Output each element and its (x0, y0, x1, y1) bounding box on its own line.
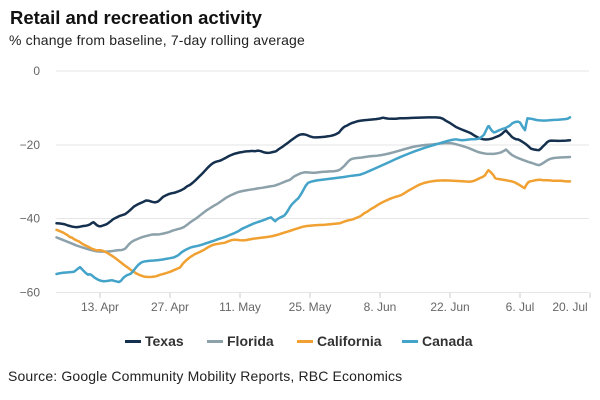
svg-text:Florida: Florida (227, 333, 274, 349)
svg-text:22. Jun: 22. Jun (430, 300, 469, 314)
svg-text:−20: −20 (20, 138, 41, 152)
svg-text:Canada: Canada (422, 333, 473, 349)
svg-text:27. Apr: 27. Apr (151, 300, 189, 314)
svg-text:13. Apr: 13. Apr (81, 300, 119, 314)
svg-text:6. Jul: 6. Jul (506, 300, 535, 314)
svg-text:Texas: Texas (145, 333, 184, 349)
svg-text:11. May: 11. May (219, 300, 261, 314)
svg-text:California: California (317, 333, 382, 349)
svg-text:−60: −60 (20, 286, 41, 300)
svg-text:0: 0 (33, 64, 40, 78)
svg-text:20. Jul: 20. Jul (552, 300, 587, 314)
svg-text:25. May: 25. May (289, 300, 332, 314)
svg-text:−40: −40 (20, 212, 41, 226)
svg-text:8. Jun: 8. Jun (364, 300, 397, 314)
